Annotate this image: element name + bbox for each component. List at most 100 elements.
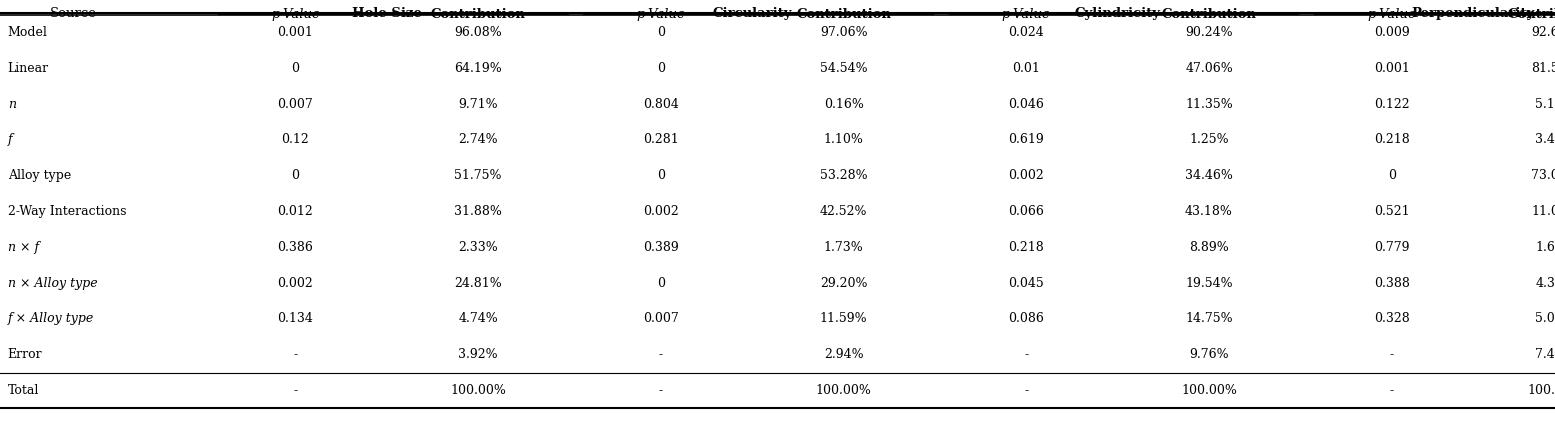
Text: 9.76%: 9.76% (1190, 348, 1228, 361)
Text: 100.00%: 100.00% (816, 384, 871, 397)
Text: 1.73%: 1.73% (824, 241, 863, 254)
Text: 0.281: 0.281 (644, 133, 678, 147)
Text: 2.94%: 2.94% (824, 348, 863, 361)
Text: 0.002: 0.002 (1009, 169, 1043, 182)
Text: 0.086: 0.086 (1008, 312, 1045, 325)
Text: 34.46%: 34.46% (1185, 169, 1233, 182)
Text: 0.521: 0.521 (1375, 205, 1409, 218)
Text: 100.00%: 100.00% (451, 384, 505, 397)
Text: 0: 0 (291, 62, 300, 75)
Text: 0.12: 0.12 (281, 133, 309, 147)
Text: 7.40%: 7.40% (1535, 348, 1555, 361)
Text: f × Alloy type: f × Alloy type (8, 312, 93, 325)
Text: 0.328: 0.328 (1375, 312, 1409, 325)
Text: 0.01: 0.01 (1012, 62, 1040, 75)
Text: 54.54%: 54.54% (819, 62, 868, 75)
Text: 1.25%: 1.25% (1190, 133, 1228, 147)
Text: 11.02%: 11.02% (1532, 205, 1555, 218)
Text: 42.52%: 42.52% (819, 205, 868, 218)
Text: p-Value: p-Value (1001, 8, 1051, 21)
Text: 81.59%: 81.59% (1532, 62, 1555, 75)
Text: 92.60%: 92.60% (1532, 26, 1555, 39)
Text: 0.001: 0.001 (1373, 62, 1410, 75)
Text: 0.002: 0.002 (644, 205, 678, 218)
Text: 11.59%: 11.59% (819, 312, 868, 325)
Text: 0.045: 0.045 (1009, 277, 1043, 290)
Text: Alloy type: Alloy type (8, 169, 72, 182)
Text: 0.012: 0.012 (278, 205, 313, 218)
Text: 31.88%: 31.88% (454, 205, 502, 218)
Text: 3.43%: 3.43% (1535, 133, 1555, 147)
Text: f: f (8, 133, 12, 147)
Text: 14.75%: 14.75% (1185, 312, 1233, 325)
Text: 0: 0 (1387, 169, 1396, 182)
Text: 51.75%: 51.75% (454, 169, 502, 182)
Text: 24.81%: 24.81% (454, 277, 502, 290)
Text: p-Value: p-Value (271, 8, 320, 21)
Text: 1.10%: 1.10% (824, 133, 863, 147)
Text: p-Value: p-Value (1367, 8, 1417, 21)
Text: 9.71%: 9.71% (459, 98, 498, 111)
Text: 0.134: 0.134 (277, 312, 314, 325)
Text: 2.33%: 2.33% (459, 241, 498, 254)
Text: 0.007: 0.007 (278, 98, 313, 111)
Text: Cylindricity: Cylindricity (1075, 7, 1160, 20)
Text: 0.218: 0.218 (1009, 241, 1043, 254)
Text: 0.009: 0.009 (1375, 26, 1409, 39)
Text: -: - (294, 384, 297, 397)
Text: 100.00%: 100.00% (1182, 384, 1236, 397)
Text: Model: Model (8, 26, 48, 39)
Text: 0.122: 0.122 (1375, 98, 1409, 111)
Text: 0: 0 (291, 169, 300, 182)
Text: Circularity: Circularity (712, 7, 791, 20)
Text: 1.61%: 1.61% (1535, 241, 1555, 254)
Text: Total: Total (8, 384, 39, 397)
Text: -: - (294, 348, 297, 361)
Text: 0.386: 0.386 (277, 241, 314, 254)
Text: -: - (1025, 348, 1028, 361)
Text: 0.024: 0.024 (1009, 26, 1043, 39)
Text: 47.06%: 47.06% (1185, 62, 1233, 75)
Text: 97.06%: 97.06% (819, 26, 868, 39)
Text: Error: Error (8, 348, 42, 361)
Text: 0: 0 (656, 26, 666, 39)
Text: 64.19%: 64.19% (454, 62, 502, 75)
Text: 0.066: 0.066 (1008, 205, 1045, 218)
Text: -: - (659, 384, 662, 397)
Text: 0.388: 0.388 (1373, 277, 1410, 290)
Text: 0: 0 (656, 169, 666, 182)
Text: 0: 0 (656, 277, 666, 290)
Text: 0.16%: 0.16% (824, 98, 863, 111)
Text: 0.046: 0.046 (1008, 98, 1045, 111)
Text: -: - (1390, 348, 1393, 361)
Text: 2.74%: 2.74% (459, 133, 498, 147)
Text: 0.804: 0.804 (642, 98, 680, 111)
Text: -: - (659, 348, 662, 361)
Text: Contribution: Contribution (431, 8, 526, 21)
Text: Linear: Linear (8, 62, 48, 75)
Text: Perpendicularity: Perpendicularity (1412, 7, 1535, 20)
Text: 73.04%: 73.04% (1532, 169, 1555, 182)
Text: 43.18%: 43.18% (1185, 205, 1233, 218)
Text: 0.002: 0.002 (278, 277, 313, 290)
Text: p-Value: p-Value (636, 8, 686, 21)
Text: 4.74%: 4.74% (459, 312, 498, 325)
Text: -: - (1390, 384, 1393, 397)
Text: Contribution: Contribution (796, 8, 891, 21)
Text: Contribution: Contribution (1162, 8, 1256, 21)
Text: -: - (1025, 384, 1028, 397)
Text: 2-Way Interactions: 2-Way Interactions (8, 205, 126, 218)
Text: n: n (8, 98, 16, 111)
Text: 0.389: 0.389 (644, 241, 678, 254)
Text: Source: Source (50, 7, 96, 20)
Text: 0: 0 (656, 62, 666, 75)
Text: 8.89%: 8.89% (1190, 241, 1228, 254)
Text: n × Alloy type: n × Alloy type (8, 277, 98, 290)
Text: 0.218: 0.218 (1375, 133, 1409, 147)
Text: 0.779: 0.779 (1375, 241, 1409, 254)
Text: Contribution: Contribution (1507, 8, 1555, 21)
Text: 53.28%: 53.28% (819, 169, 868, 182)
Text: 90.24%: 90.24% (1185, 26, 1233, 39)
Text: 0.007: 0.007 (644, 312, 678, 325)
Text: 0.619: 0.619 (1009, 133, 1043, 147)
